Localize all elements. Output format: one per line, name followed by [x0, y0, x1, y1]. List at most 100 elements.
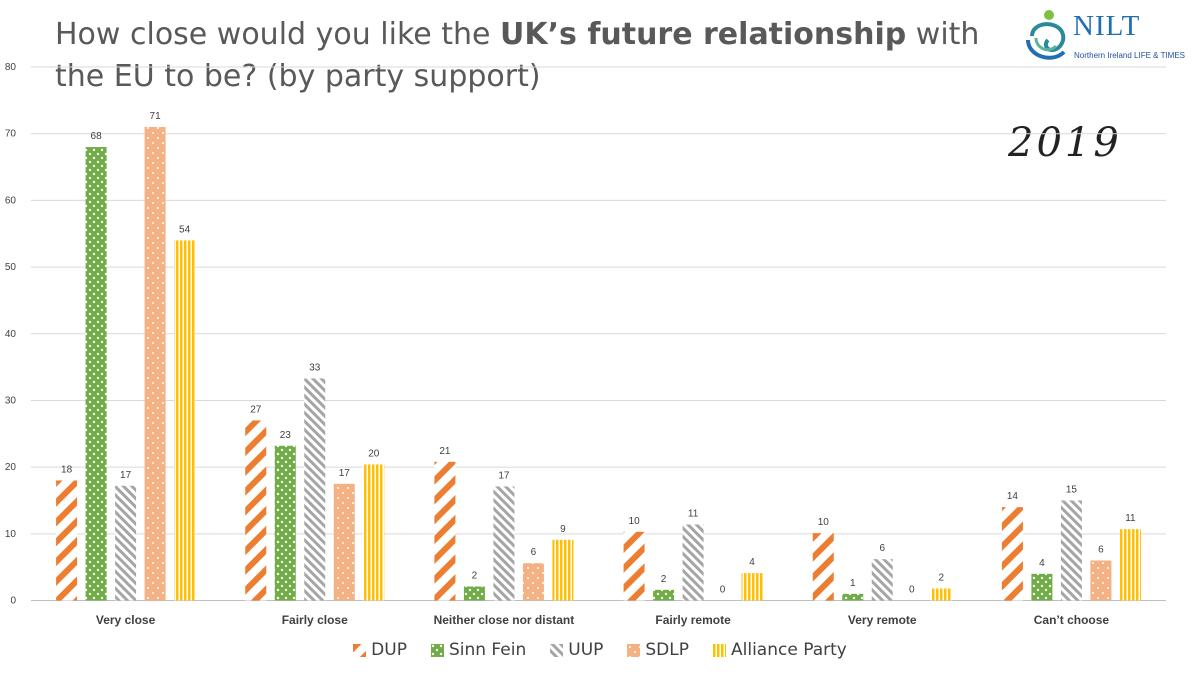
data-label: 6 — [531, 547, 537, 558]
y-tick-label: 30 — [5, 395, 17, 406]
title-part1: How close would you like the — [55, 17, 501, 52]
data-label: 0 — [909, 585, 915, 596]
x-tick-label: Neither close nor distant — [434, 613, 575, 627]
legend-label: SDLP — [645, 640, 689, 660]
bar-alliance-party — [552, 539, 574, 601]
y-tick-label: 40 — [5, 329, 17, 340]
legend-swatch — [550, 643, 564, 657]
bar-alliance-party — [1119, 529, 1141, 601]
legend-label: UUP — [568, 640, 604, 660]
bar-dup — [812, 533, 834, 601]
bar-uup — [115, 485, 137, 601]
data-label: 2 — [661, 574, 667, 585]
bar-sinn-fein — [842, 593, 864, 601]
data-label: 33 — [309, 362, 321, 373]
x-tick-label: Fairly close — [282, 613, 348, 627]
y-tick-label: 0 — [10, 596, 16, 607]
x-tick-label: Very remote — [848, 613, 917, 627]
y-tick-label: 10 — [5, 529, 17, 540]
y-axis: 0 10 20 30 40 50 60 70 80 — [5, 62, 17, 607]
y-tick-label: 50 — [5, 262, 17, 273]
data-label: 6 — [1098, 544, 1104, 555]
data-label: 11 — [688, 508, 699, 519]
legend-label: Alliance Party — [731, 640, 847, 660]
gridlines — [31, 66, 1166, 601]
legend-swatch — [430, 643, 444, 657]
bar-uup — [1060, 500, 1082, 601]
data-label: 23 — [280, 430, 292, 441]
bar-uup — [682, 524, 704, 601]
title-part2: with the EU to be? (by party support) — [55, 17, 980, 94]
bar-dup — [56, 480, 78, 601]
legend-swatch — [627, 643, 641, 657]
bar-alliance-party — [741, 573, 763, 601]
bar-sdlp — [1090, 560, 1112, 601]
data-label: 21 — [439, 446, 451, 457]
y-tick-label: 80 — [5, 62, 17, 73]
nilt-logo-icon — [1026, 10, 1066, 60]
year-annotation: 2019 — [1008, 120, 1122, 166]
bar-sinn-fein — [85, 147, 107, 601]
x-tick-label: Can’t choose — [1034, 613, 1110, 627]
bar-dup — [434, 461, 456, 601]
data-label: 11 — [1125, 513, 1136, 524]
bar-sinn-fein — [463, 586, 485, 601]
data-label: 20 — [368, 448, 380, 459]
y-tick-label: 20 — [5, 462, 17, 473]
y-tick-label: 70 — [5, 129, 17, 140]
data-label: 54 — [179, 224, 191, 235]
legend-label: DUP — [371, 640, 407, 660]
nilt-logo — [1022, 6, 1192, 70]
legend-item-sdlp: SDLP — [627, 640, 689, 660]
legend-item-uup: UUP — [550, 640, 603, 660]
bar-alliance-party — [174, 240, 196, 601]
x-tick-label: Fairly remote — [655, 613, 731, 627]
data-label: 9 — [560, 524, 566, 535]
legend: DUP Sinn Fein UUP SDLP Alliance Party — [0, 640, 1200, 660]
bar-alliance-party — [363, 464, 385, 601]
data-label: 10 — [629, 516, 641, 527]
bar-sdlp — [144, 127, 166, 601]
bar-uup — [871, 559, 893, 601]
data-label: 27 — [250, 404, 262, 415]
data-label: 4 — [749, 557, 755, 568]
bar-sinn-fein — [274, 445, 296, 601]
data-label: 2 — [472, 570, 478, 581]
logo-subtitle: Northern Ireland LIFE & TIMES — [1074, 51, 1186, 60]
logo-wordmark: NILT — [1073, 10, 1141, 42]
bar-sinn-fein — [1031, 573, 1053, 601]
data-label: 17 — [339, 468, 351, 479]
data-label: 17 — [498, 470, 510, 481]
data-label: 10 — [818, 517, 830, 528]
bar-sinn-fein — [653, 589, 675, 601]
legend-item-alliance-party: Alliance Party — [713, 640, 847, 660]
data-label: 1 — [850, 578, 856, 589]
legend-label: Sinn Fein — [448, 640, 527, 660]
chart-title: How close would you like the UK’s future… — [55, 14, 985, 98]
data-label: 0 — [720, 585, 726, 596]
bar-dup — [245, 420, 267, 601]
data-label: 4 — [1039, 558, 1045, 569]
bar-dup — [1001, 507, 1023, 601]
data-label: 17 — [120, 470, 132, 481]
data-label: 6 — [879, 543, 885, 554]
data-label: 68 — [91, 131, 103, 142]
data-label: 2 — [938, 572, 944, 583]
bar-uup — [304, 378, 326, 601]
bar-dup — [623, 531, 645, 601]
bar-sdlp — [522, 563, 544, 601]
x-tick-label: Very close — [96, 613, 156, 627]
legend-item-dup: DUP — [353, 640, 407, 660]
bar-sdlp — [333, 483, 355, 601]
legend-swatch — [713, 643, 726, 657]
bar-alliance-party — [930, 588, 952, 601]
title-bold: UK’s future relationship — [500, 17, 907, 52]
data-label: 14 — [1007, 491, 1019, 502]
data-label: 15 — [1066, 484, 1078, 495]
data-label: 18 — [61, 464, 73, 475]
x-axis: Very close Fairly close Neither close nor … — [96, 613, 1110, 627]
data-label: 71 — [150, 111, 162, 122]
legend-swatch — [353, 643, 367, 657]
